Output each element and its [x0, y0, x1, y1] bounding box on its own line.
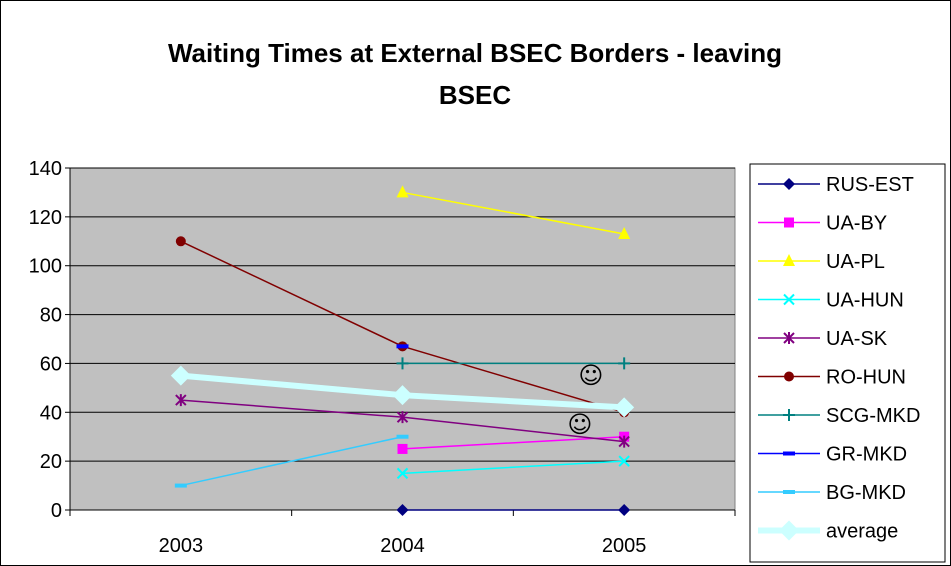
- y-tick-label: 40: [40, 402, 62, 424]
- legend-label: RUS-EST: [826, 174, 914, 196]
- legend-swatch-marker: [783, 451, 795, 456]
- legend-item-RUS-EST: RUS-EST: [758, 174, 914, 196]
- data-point: [392, 385, 413, 406]
- series-line: [180, 399, 404, 418]
- legend-swatch-marker: [783, 178, 795, 190]
- legend-box: [749, 163, 946, 563]
- x-tick-label: 2004: [380, 535, 425, 557]
- x-tick-label: 2005: [602, 535, 647, 557]
- chart-title-line1: Waiting Times at External BSEC Borders -…: [168, 38, 782, 68]
- data-point: [174, 483, 187, 488]
- x-axis: 2003 2004 2005: [69, 509, 736, 557]
- legend: RUS-EST UA-BY UA-PL UA-HUN UA-SK RO-HUN SCG-MK…: [758, 174, 920, 543]
- y-tick-label: 80: [40, 305, 62, 327]
- data-point: [618, 504, 631, 516]
- y-axis: 0 20 40 60 80 100 120 140: [29, 158, 71, 522]
- series-line: [401, 460, 625, 475]
- legend-item-GR-MKD: GR-MKD: [758, 444, 907, 466]
- legend-label: UA-HUN: [826, 290, 904, 312]
- series-line: [399, 392, 628, 411]
- series-line: [177, 372, 406, 399]
- legend-label: UA-SK: [826, 328, 888, 350]
- y-tick-label: 120: [29, 207, 62, 229]
- legend-swatch-marker: [784, 217, 794, 228]
- legend-label: UA-BY: [826, 213, 887, 235]
- series-BG-MKD: [174, 434, 409, 488]
- data-point: [396, 467, 409, 480]
- legend-item-BG-MKD: BG-MKD: [758, 482, 906, 504]
- data-point: [396, 344, 409, 349]
- data-point: [618, 455, 630, 467]
- series-layer: [170, 185, 635, 516]
- legend-item-average: average: [758, 520, 898, 543]
- legend-label: UA-PL: [826, 251, 885, 273]
- legend-swatch-marker: [783, 254, 795, 266]
- y-tick-label: 0: [51, 500, 62, 522]
- series-line: [401, 435, 625, 450]
- series-UA-HUN: [396, 455, 630, 480]
- legend-swatch-marker: [784, 371, 794, 382]
- data-point: [396, 434, 409, 439]
- series-line: [401, 416, 625, 443]
- data-point: [397, 443, 408, 454]
- legend-label: RO-HUN: [826, 367, 906, 389]
- x-tick-label: 2003: [159, 535, 204, 557]
- series-line: [180, 240, 404, 348]
- y-tick-label: 140: [29, 158, 62, 180]
- legend-item-UA-BY: UA-BY: [758, 213, 887, 235]
- data-point: [396, 185, 409, 198]
- data-point: [170, 365, 191, 386]
- data-point: [618, 226, 631, 239]
- data-point: [175, 394, 187, 407]
- smiley-annotation: ☺: [578, 362, 603, 390]
- series-SCG-MKD: [396, 357, 631, 370]
- legend-label: GR-MKD: [826, 444, 907, 466]
- legend-item-UA-HUN: UA-HUN: [758, 290, 904, 312]
- y-tick-label: 20: [40, 451, 62, 473]
- series-average: [170, 365, 635, 418]
- data-point: [396, 411, 409, 424]
- y-tick-label: 60: [40, 353, 62, 375]
- chart-title-line2: BSEC: [439, 80, 511, 110]
- legend-swatch-marker: [779, 520, 799, 541]
- legend-label: SCG-MKD: [826, 405, 920, 427]
- legend-swatch-marker: [783, 490, 795, 494]
- plot-area: [69, 167, 736, 511]
- series-UA-SK: [175, 394, 630, 448]
- data-point: [396, 357, 409, 370]
- legend-label: average: [826, 521, 898, 543]
- legend-item-RO-HUN: RO-HUN: [758, 367, 906, 389]
- data-point: [175, 236, 186, 247]
- series-line: [180, 435, 404, 487]
- legend-swatch-marker: [783, 332, 795, 344]
- series-RUS-EST: [396, 504, 631, 516]
- legend-item-UA-SK: UA-SK: [758, 328, 888, 350]
- series-UA-PL: [396, 185, 631, 239]
- series-line: [401, 345, 625, 414]
- legend-label: BG-MKD: [826, 482, 906, 504]
- legend-item-UA-PL: UA-PL: [758, 251, 885, 273]
- data-point: [614, 397, 635, 418]
- legend-swatch-marker: [783, 409, 795, 421]
- series-line: [401, 191, 625, 235]
- data-point: [618, 357, 631, 370]
- series-GR-MKD: [396, 344, 409, 349]
- y-tick-label: 100: [29, 256, 62, 278]
- legend-swatch-marker: [783, 293, 795, 306]
- data-point: [396, 504, 409, 516]
- data-point: [618, 435, 630, 448]
- smiley-annotation: ☺: [567, 411, 592, 439]
- legend-item-SCG-MKD: SCG-MKD: [758, 405, 920, 427]
